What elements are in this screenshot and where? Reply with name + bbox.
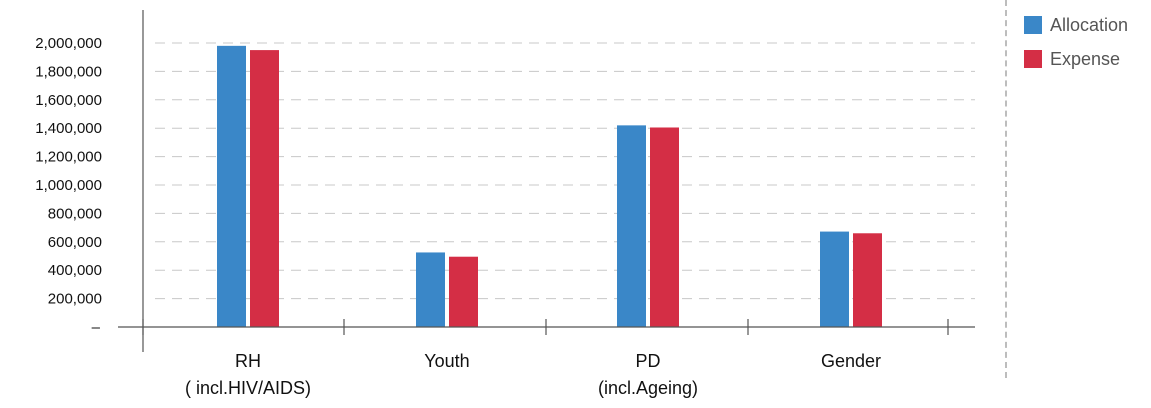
y-tick-label: 800,000 [48, 205, 102, 222]
bar-allocation[interactable] [217, 45, 246, 328]
x-axis-ticks [142, 319, 949, 335]
y-axis-ticks: – 200,000 400,000 600,000 800,000 1,000,000 1,… [35, 35, 102, 336]
x-category-label: ( incl.HIV/AIDS) [185, 378, 311, 398]
legend-label-expense: Expense [1050, 48, 1121, 69]
legend: Allocation Expense [1024, 8, 1128, 76]
y-tick-label: 1,800,000 [35, 63, 102, 80]
y-tick-label: 2,000,000 [35, 35, 102, 52]
y-tick-label: 200,000 [48, 291, 102, 308]
x-axis-labels: RH ( incl.HIV/AIDS) Youth PD (incl.Ageing) Ge… [185, 351, 881, 398]
x-category-label: (incl.Ageing) [598, 378, 698, 398]
y-tick-label: 600,000 [48, 234, 102, 251]
x-category-label: RH [235, 351, 261, 371]
bar-allocation[interactable] [820, 231, 849, 327]
bars [217, 45, 882, 328]
bar-expense[interactable] [650, 127, 679, 328]
y-tick-label: – [92, 319, 101, 336]
y-tick-label: 1,400,000 [35, 120, 102, 137]
legend-separator [1005, 0, 1007, 378]
y-tick-label: 400,000 [48, 262, 102, 279]
bar-allocation[interactable] [416, 252, 445, 327]
x-category-label: Youth [424, 351, 469, 371]
bar-expense[interactable] [250, 50, 279, 327]
legend-item-allocation[interactable]: Allocation [1024, 8, 1128, 42]
legend-swatch-allocation [1024, 16, 1042, 34]
y-tick-label: 1,200,000 [35, 149, 102, 166]
bar-expense[interactable] [853, 233, 882, 327]
legend-label-allocation: Allocation [1050, 14, 1129, 35]
x-category-label: Gender [821, 351, 881, 371]
bar-expense[interactable] [449, 256, 478, 327]
y-tick-label: 1,600,000 [35, 92, 102, 109]
legend-item-expense[interactable]: Expense [1024, 42, 1128, 76]
x-category-label: PD [635, 351, 660, 371]
gridlines [155, 42, 975, 300]
y-tick-label: 1,000,000 [35, 177, 102, 194]
legend-swatch-expense [1024, 50, 1042, 68]
bar-allocation[interactable] [617, 125, 646, 327]
